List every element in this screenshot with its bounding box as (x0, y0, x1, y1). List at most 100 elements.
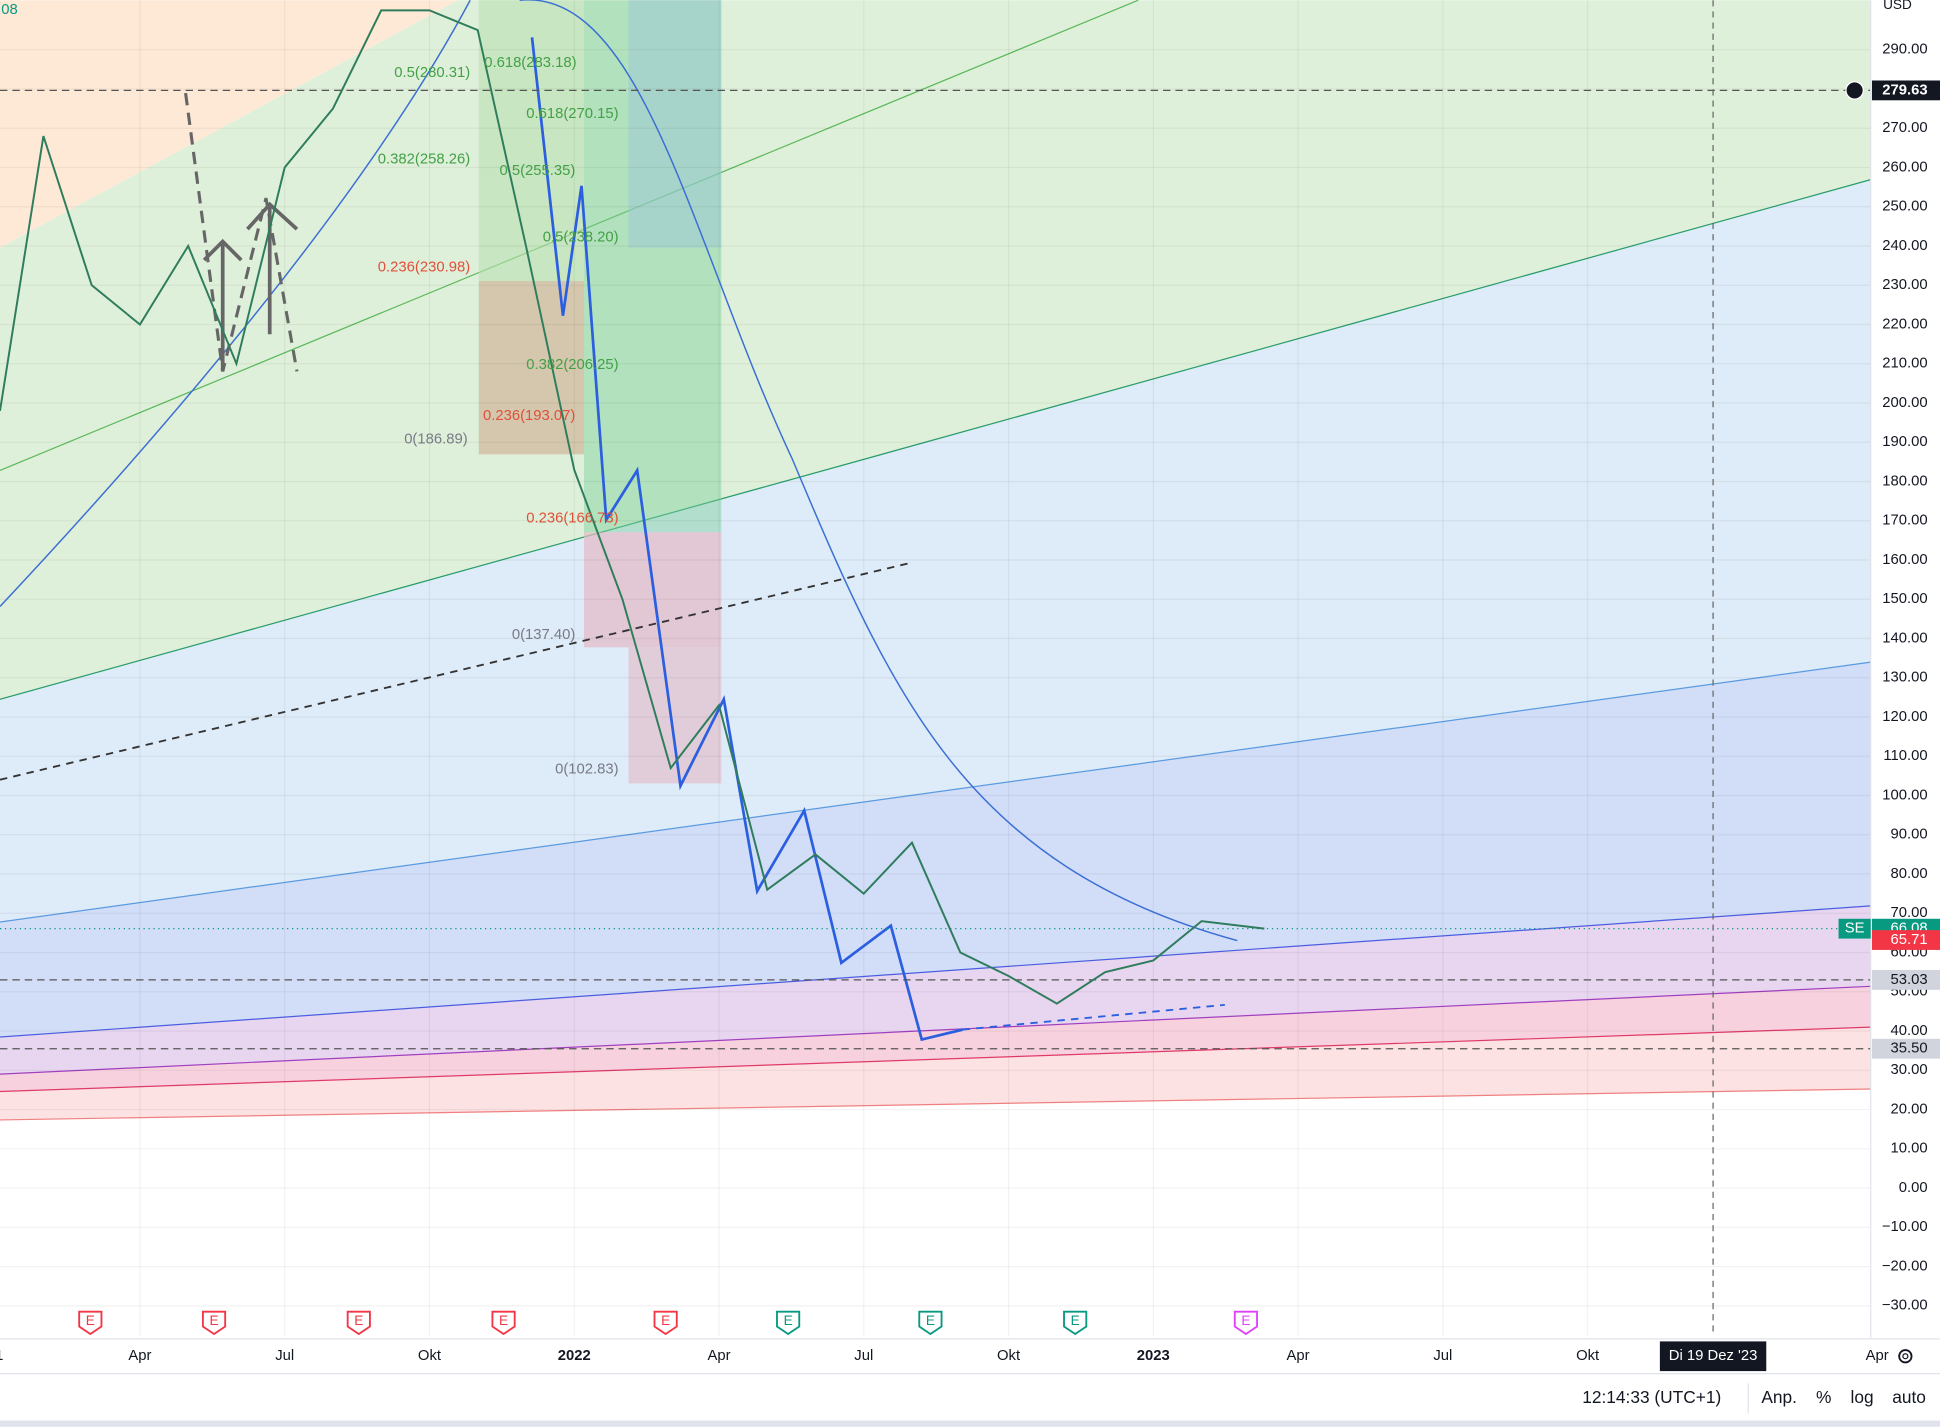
fib-label: 0(102.83) (555, 762, 619, 778)
y-tick-label: 220.00 (1882, 316, 1927, 332)
band (0, 179, 1871, 922)
y-tick-label: 120.00 (1882, 709, 1927, 725)
y-tick-label: −30.00 (1882, 1298, 1928, 1314)
earnings-label: E (661, 1313, 670, 1328)
x-tick-label: Jul (1433, 1348, 1452, 1364)
time-axis (0, 1338, 1940, 1374)
earnings-marker[interactable] (78, 1310, 103, 1336)
earnings-label: E (499, 1313, 508, 1328)
earnings-marker[interactable] (918, 1310, 943, 1336)
fib-label: 0.5(255.35) (499, 163, 575, 179)
fib-zone (628, 647, 722, 784)
symbol-label: SE (1845, 921, 1865, 937)
status-button[interactable]: log (1850, 1387, 1873, 1407)
y-tick-label: 80.00 (1891, 866, 1928, 882)
pitchfork-line (0, 661, 1871, 923)
fib-label: 0(186.89) (404, 431, 468, 447)
y-tick-label: 290.00 (1882, 42, 1927, 58)
arrow-drawing (202, 201, 299, 372)
earnings-marker[interactable] (491, 1310, 516, 1336)
gear[interactable] (1898, 1349, 1913, 1364)
x-tick-label: Okt (418, 1348, 442, 1364)
earnings-marker[interactable] (1063, 1310, 1088, 1336)
price-tag (1871, 970, 1940, 990)
background-bands (0, 0, 1871, 1121)
price-tag (1871, 1038, 1940, 1059)
y-tick-label: 110.00 (1883, 748, 1927, 764)
x-tick-label: 2023 (1137, 1348, 1170, 1364)
y-tick-label: 250.00 (1882, 199, 1927, 215)
moving-average (519, 0, 1238, 942)
price-axis (1870, 0, 1940, 1339)
earnings-label: E (926, 1313, 935, 1328)
earnings-label: E (354, 1313, 363, 1328)
y-tick-label: 0.00 (1899, 1180, 1928, 1196)
status-button[interactable]: Anp. (1761, 1387, 1797, 1407)
earnings-label: E (210, 1313, 219, 1328)
settings-icon[interactable] (1898, 1349, 1913, 1364)
status-button[interactable]: auto (1892, 1387, 1926, 1407)
price-line-series (0, 9, 1265, 1005)
axes: 290.00280.00270.00260.00250.00240.00230.… (0, 42, 1940, 1372)
labels: 0.618(283.18) 0.5(280.31) 0.618(270.15) 0.3… (78, 55, 1258, 1336)
earnings-marker[interactable] (653, 1310, 678, 1336)
pitchfork-line (0, 1026, 1871, 1093)
crosshair-label: Di 19 Dez '23 (1669, 1348, 1758, 1364)
y-tick-label: 30.00 (1891, 1062, 1928, 1078)
bottom-edge (0, 1420, 1940, 1427)
y-tick-label: 10.00 (1891, 1141, 1928, 1157)
price-tag-label: 279.63 (1882, 82, 1927, 98)
wave-drawing (530, 37, 963, 1042)
plot (0, 0, 1871, 1337)
earnings-marker[interactable] (346, 1310, 371, 1336)
y-tick-label: 40.00 (1891, 1023, 1928, 1039)
pattern-drawing (184, 92, 299, 372)
y-tick-label: 200.00 (1882, 395, 1927, 411)
fib-label: 0.382(206.25) (526, 357, 618, 373)
y-tick-label: 240.00 (1882, 238, 1927, 254)
y-tick-label: 130.00 (1882, 670, 1927, 686)
clock: 12:14:33 (UTC+1) (1582, 1387, 1721, 1407)
x-tick-label: Apr (707, 1348, 730, 1364)
earnings-marker[interactable] (1233, 1310, 1258, 1336)
price-tag-label: 35.50 (1891, 1041, 1928, 1057)
ma-price-tag (1871, 930, 1940, 950)
add-alert-icon[interactable] (1845, 81, 1864, 100)
pitchfork-line (0, 985, 1871, 1075)
pitchfork-line (0, 1088, 1871, 1121)
earnings-label: E (1071, 1313, 1080, 1328)
fib-zone (628, 0, 722, 248)
earnings-marker[interactable] (776, 1310, 801, 1336)
y-tick-label: 150.00 (1882, 591, 1927, 607)
pitchfork-line (0, 905, 1871, 1038)
fib-label: 0.236(230.98) (378, 259, 470, 275)
status-buttons: Anp.% log auto (1761, 1387, 1926, 1407)
x-tick-label: Okt (1576, 1348, 1600, 1364)
y-tick-label: 90.00 (1891, 827, 1928, 843)
status-bar (0, 1373, 1940, 1427)
y-tick-label: −20.00 (1882, 1259, 1928, 1275)
y-tick-label: 160.00 (1882, 552, 1927, 568)
fib-zones (478, 0, 722, 784)
gear-hub[interactable] (1902, 1353, 1909, 1360)
corner-label: 08 (1, 2, 18, 18)
band (0, 986, 1871, 1092)
y-tick-label: 140.00 (1882, 630, 1927, 646)
status-button[interactable]: % (1816, 1387, 1831, 1407)
y-tick-label: 210.00 (1882, 356, 1927, 372)
price-tag (1871, 80, 1940, 101)
y-tick-label: −10.00 (1882, 1219, 1928, 1235)
x-tick-label: Jul (275, 1348, 294, 1364)
y-tick-label: 180.00 (1882, 473, 1927, 489)
earnings-label: E (86, 1313, 95, 1328)
earnings-marker[interactable] (201, 1310, 227, 1336)
currency: USD (1883, 0, 1912, 12)
x-tick-label: 21 (0, 1348, 3, 1364)
band (0, 0, 1871, 700)
crosshair-tag (1659, 1341, 1767, 1372)
fib-label: 0.382(258.26) (378, 152, 470, 168)
y-tick-label: 70.00 (1891, 905, 1928, 921)
ma-price-label: 65.71 (1891, 932, 1928, 948)
